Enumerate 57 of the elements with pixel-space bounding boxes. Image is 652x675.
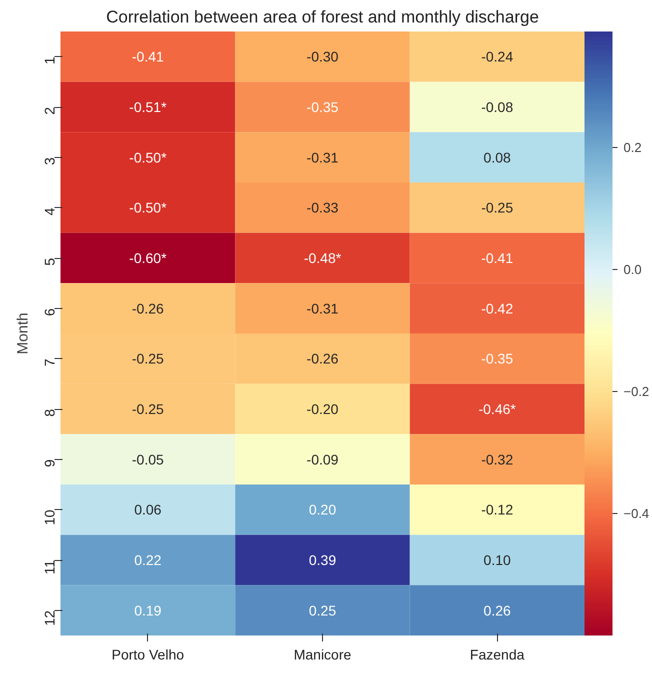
y-tick-label: 7 xyxy=(42,358,58,366)
data-label: 0.39 xyxy=(308,552,336,568)
data-label: -0.30 xyxy=(306,48,339,65)
color-bar-label: −0.2 xyxy=(624,384,650,399)
data-label: -0.25 xyxy=(132,401,164,417)
y-tick-label: 1 xyxy=(42,56,58,64)
data-label: 0.10 xyxy=(484,552,512,568)
y-tick-label: 11 xyxy=(42,560,58,575)
y-tick-label: 5 xyxy=(42,258,58,266)
data-label: -0.08 xyxy=(481,99,514,115)
y-axis-title: Month xyxy=(14,312,32,354)
y-tick-label: 2 xyxy=(42,106,58,115)
y-tick-label: 4 xyxy=(42,207,58,216)
data-label: -0.60* xyxy=(129,250,168,266)
data-label: 0.19 xyxy=(134,602,162,618)
data-label: -0.12 xyxy=(481,502,514,518)
data-label: -0.05 xyxy=(132,451,164,468)
data-label: -0.33 xyxy=(306,200,339,216)
data-label: 0.25 xyxy=(308,602,336,618)
data-label: -0.32 xyxy=(481,451,514,468)
data-label: -0.41 xyxy=(132,48,164,65)
data-label: -0.31 xyxy=(306,300,339,316)
data-label: -0.25 xyxy=(132,350,164,367)
data-label: -0.26 xyxy=(132,300,164,316)
data-label: 0.06 xyxy=(134,502,162,518)
data-label: 0.22 xyxy=(134,552,162,568)
data-label: -0.46* xyxy=(478,401,516,417)
y-tick-label: 9 xyxy=(42,459,58,468)
data-label: -0.35 xyxy=(481,350,514,367)
data-label: -0.09 xyxy=(306,451,339,468)
data-label: 0.20 xyxy=(308,502,336,518)
color-bar-label: −0.4 xyxy=(624,506,650,521)
x-tick-label: Manicore xyxy=(294,646,352,662)
x-tick-label: Fazenda xyxy=(470,646,525,662)
y-tick-label: 10 xyxy=(42,509,58,526)
y-tick-label: 6 xyxy=(42,308,58,316)
chart-title: Correlation between area of forest and monthly discharge xyxy=(106,8,539,26)
x-tick-label: Porto Velho xyxy=(112,646,184,662)
y-tick-label: 8 xyxy=(42,408,58,417)
data-label: -0.50* xyxy=(129,149,168,166)
data-label: -0.25 xyxy=(481,200,514,216)
data-label: -0.48* xyxy=(304,250,342,266)
y-tick-label: 12 xyxy=(42,610,58,626)
data-label: -0.26 xyxy=(306,350,339,367)
data-label: 0.26 xyxy=(484,602,512,618)
data-label: -0.42 xyxy=(481,300,514,316)
data-label: 0.08 xyxy=(484,149,512,166)
data-label: -0.35 xyxy=(306,99,339,115)
y-tick-label: 3 xyxy=(42,157,58,166)
color-bar-label: 0.0 xyxy=(624,262,642,277)
data-label: -0.31 xyxy=(306,149,339,166)
data-label: -0.50* xyxy=(129,200,168,216)
data-label: -0.51* xyxy=(129,99,168,115)
data-label: -0.24 xyxy=(481,48,514,65)
data-label: -0.20 xyxy=(306,401,339,417)
data-label: -0.41 xyxy=(481,250,514,266)
color-bar-label: 0.2 xyxy=(624,140,642,155)
